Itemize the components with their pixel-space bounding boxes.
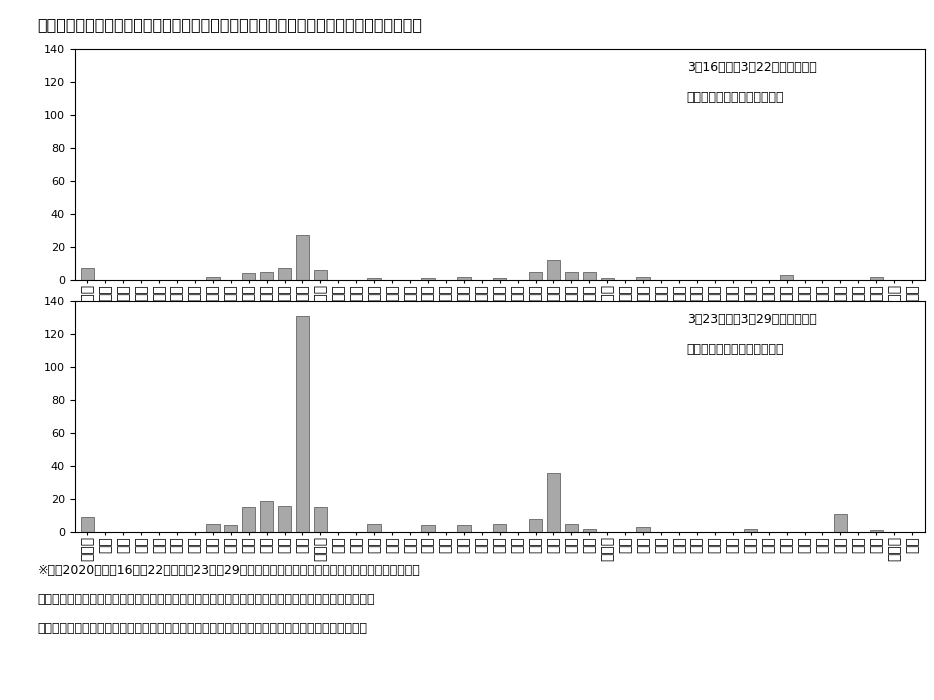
Bar bbox=[224, 526, 237, 532]
Bar bbox=[565, 272, 578, 280]
Bar bbox=[80, 517, 94, 532]
Text: 【図４．　都道府県別にみた感染源（リンク）が未知の感染者数の推移（報道ベース）】: 【図４． 都道府県別にみた感染源（リンク）が未知の感染者数の推移（報道ベース）】 bbox=[37, 18, 422, 32]
Bar bbox=[242, 274, 255, 280]
Bar bbox=[870, 531, 883, 532]
Bar bbox=[421, 279, 434, 280]
Bar bbox=[493, 524, 506, 532]
Bar bbox=[583, 528, 596, 532]
Bar bbox=[870, 276, 883, 280]
Bar bbox=[242, 508, 255, 532]
Bar bbox=[367, 524, 381, 532]
Bar bbox=[277, 268, 291, 280]
Bar bbox=[421, 526, 434, 532]
Bar bbox=[529, 519, 543, 532]
Bar bbox=[206, 524, 219, 532]
Bar bbox=[565, 524, 578, 532]
Bar bbox=[457, 526, 471, 532]
Bar bbox=[529, 272, 543, 280]
Text: （都道府県公表値に基づく）: （都道府県公表値に基づく） bbox=[686, 342, 785, 356]
Bar bbox=[314, 270, 327, 280]
Bar bbox=[457, 276, 471, 280]
Text: ※　　2020年３月16日～22日、３月23日～29日の間に報道発表された各都道府県の感染源が分から: ※ 2020年３月16日～22日、３月23日～29日の間に報道発表された各都道府… bbox=[37, 564, 420, 577]
Bar bbox=[277, 505, 291, 532]
Bar bbox=[493, 279, 506, 280]
Text: 3月16日から3月22日までの報告: 3月16日から3月22日までの報告 bbox=[686, 60, 816, 74]
Bar bbox=[546, 473, 560, 532]
Bar bbox=[744, 528, 757, 532]
Bar bbox=[636, 276, 650, 280]
Bar bbox=[636, 527, 650, 532]
Bar bbox=[260, 272, 274, 280]
Text: は、今後、集計値から引かれていくことになる。流動的な数値であることに注意が必要である。: は、今後、集計値から引かれていくことになる。流動的な数値であることに注意が必要で… bbox=[37, 622, 367, 636]
Bar bbox=[296, 316, 309, 532]
Bar bbox=[583, 272, 596, 280]
Bar bbox=[260, 500, 274, 532]
Bar bbox=[367, 279, 381, 280]
Text: 3月23日から3月29日までの報告: 3月23日から3月29日までの報告 bbox=[686, 313, 816, 326]
Text: ない感染者数の推移（報道ベース）。これらのうち積極的疫学調査によって感染源が探知された者: ない感染者数の推移（報道ベース）。これらのうち積極的疫学調査によって感染源が探知… bbox=[37, 593, 375, 606]
Bar bbox=[601, 279, 614, 280]
Bar bbox=[296, 235, 309, 280]
Bar bbox=[546, 260, 560, 280]
Bar bbox=[314, 508, 327, 532]
Bar bbox=[834, 514, 847, 532]
Text: （都道府県公表値に基づく）: （都道府県公表値に基づく） bbox=[686, 90, 785, 104]
Bar bbox=[206, 276, 219, 280]
Bar bbox=[80, 268, 94, 280]
Bar bbox=[780, 275, 793, 280]
